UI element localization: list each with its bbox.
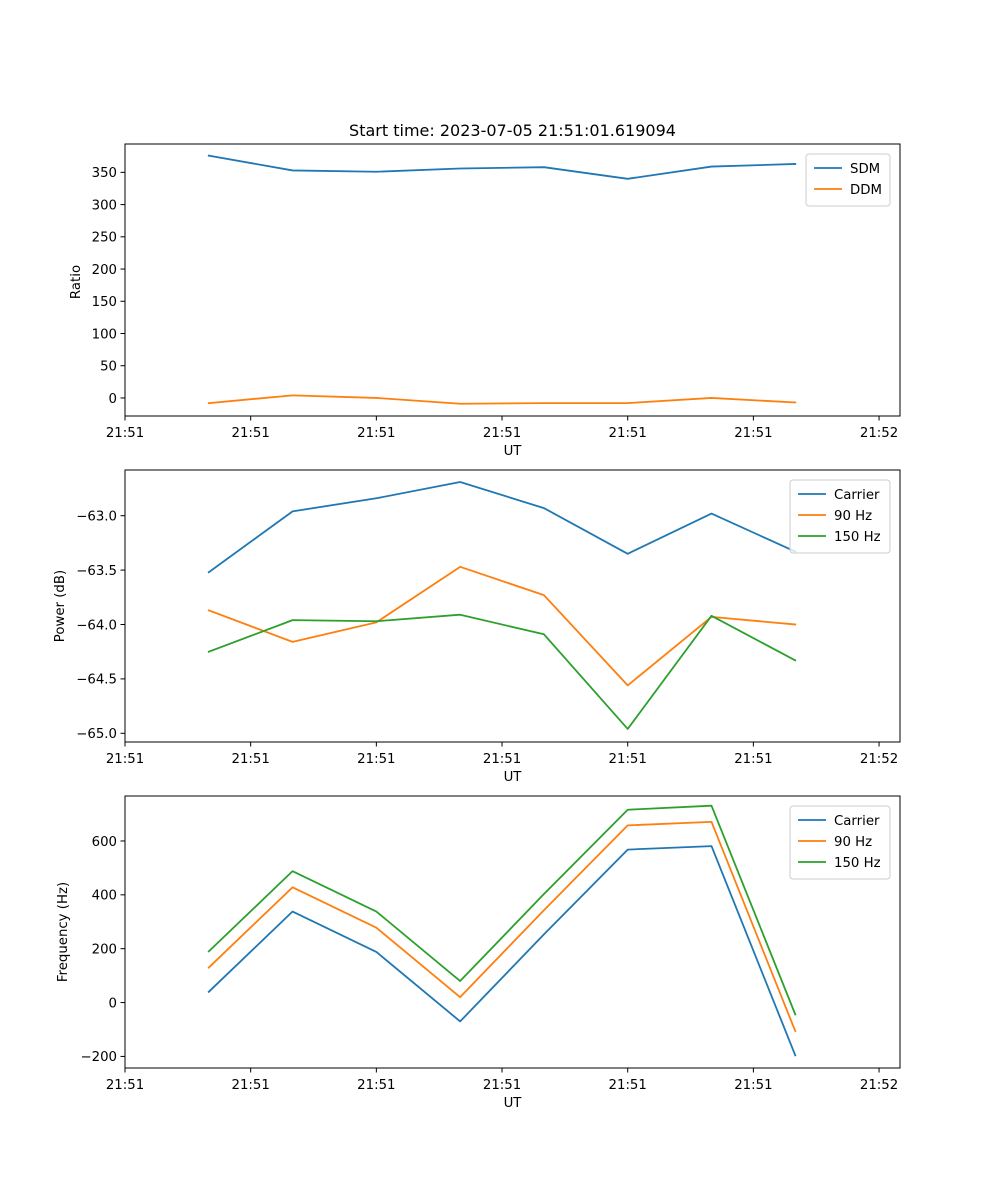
frequency-plot-ytick-label: 600 bbox=[92, 835, 117, 850]
ratio-plot-legend-label: DDM bbox=[850, 183, 882, 198]
frequency-plot-ytick-label: 400 bbox=[92, 889, 117, 904]
power-plot-legend: Carrier 90 Hz 150 Hz bbox=[789, 479, 891, 554]
power-plot-xtick-label: 21:51 bbox=[483, 752, 521, 767]
ratio-plot-ylabel: Ratio bbox=[69, 265, 84, 299]
frequency-plot-xtick-label: 21:51 bbox=[232, 1078, 270, 1093]
power-plot-group: 21:51 21:51 21:51 21:51 21:51 21:51 21:52 −65.… bbox=[53, 469, 901, 785]
ratio-plot-xtick-label: 21:52 bbox=[860, 426, 898, 441]
ratio-plot-frame bbox=[124, 143, 901, 417]
ratio-plot-xtick-label: 21:51 bbox=[483, 426, 521, 441]
power-plot-xlabel: UT bbox=[504, 770, 523, 785]
ratio-plot-legend: SDM DDM bbox=[805, 153, 891, 207]
frequency-plot-ytick-label: 200 bbox=[92, 942, 117, 957]
power-plot-frame bbox=[124, 469, 901, 743]
ratio-plot-series-sdm-line bbox=[207, 154, 797, 180]
power-plot-ytick-label: −64.0 bbox=[76, 618, 117, 633]
power-plot-legend-label: 90 Hz bbox=[834, 509, 872, 524]
ratio-plot-ytick-label: 200 bbox=[92, 263, 117, 278]
ratio-plot-series-ddm-line bbox=[207, 394, 797, 405]
frequency-plot-series-150-hz-line bbox=[207, 804, 797, 1016]
frequency-plot-xtick-label: 21:51 bbox=[357, 1078, 395, 1093]
ratio-plot-ytick-label: 300 bbox=[92, 198, 117, 213]
ratio-plot-ytick-label: 250 bbox=[92, 231, 117, 246]
power-plot-ytick-label: −63.0 bbox=[76, 509, 117, 524]
power-plot-series-carrier-line bbox=[207, 481, 797, 574]
frequency-plot-xtick-label: 21:51 bbox=[106, 1078, 144, 1093]
frequency-plot-legend-label: 90 Hz bbox=[834, 835, 872, 850]
frequency-plot-legend-label: Carrier bbox=[834, 814, 880, 829]
frequency-plot-xtick-label: 21:52 bbox=[860, 1078, 898, 1093]
ratio-plot-xtick-label: 21:51 bbox=[357, 426, 395, 441]
ratio-plot-legend-box bbox=[805, 153, 891, 207]
ratio-plot-ytick-label: 0 bbox=[109, 392, 117, 407]
power-plot-xtick-label: 21:51 bbox=[106, 752, 144, 767]
power-plot-xtick-label: 21:51 bbox=[357, 752, 395, 767]
power-plot-lines bbox=[207, 481, 797, 730]
ratio-plot-xtick-label: 21:51 bbox=[232, 426, 270, 441]
ratio-plot-ytick-label: 100 bbox=[92, 327, 117, 342]
ratio-plot-yticks: 0 50 100 150 200 250 300 350 bbox=[92, 166, 125, 407]
frequency-plot-xlabel: UT bbox=[504, 1096, 523, 1111]
ratio-plot-xtick-label: 21:51 bbox=[609, 426, 647, 441]
power-plot-legend-label: 150 Hz bbox=[834, 530, 881, 545]
ratio-plot-legend-label: SDM bbox=[850, 162, 880, 177]
frequency-plot-legend-box bbox=[789, 805, 891, 880]
power-plot-xtick-label: 21:51 bbox=[609, 752, 647, 767]
power-plot-xtick-label: 21:51 bbox=[734, 752, 772, 767]
ratio-plot-xtick-label: 21:51 bbox=[734, 426, 772, 441]
power-plot-series-90-hz-line bbox=[207, 565, 797, 687]
ratio-plot-ytick-label: 150 bbox=[92, 295, 117, 310]
frequency-plot-xtick-label: 21:51 bbox=[609, 1078, 647, 1093]
power-plot-yticks: −65.0 −64.5 −64.0 −63.5 −63.0 bbox=[76, 509, 125, 742]
frequency-plot-group: 21:51 21:51 21:51 21:51 21:51 21:51 21:52 −200… bbox=[56, 795, 901, 1111]
power-plot-xtick-label: 21:52 bbox=[860, 752, 898, 767]
frequency-plot-xtick-label: 21:51 bbox=[483, 1078, 521, 1093]
power-plot-xticks: 21:51 21:51 21:51 21:51 21:51 21:51 21:52 bbox=[106, 742, 898, 767]
frequency-plot-yticks: −200 0 200 400 600 bbox=[80, 835, 125, 1065]
power-plot-ytick-label: −64.5 bbox=[76, 673, 117, 688]
power-plot-ylabel: Power (dB) bbox=[53, 570, 68, 642]
power-plot-ytick-label: −63.5 bbox=[76, 564, 117, 579]
power-plot: 21:51 21:51 21:51 21:51 21:51 21:51 21:52 0 50 1… bbox=[69, 143, 901, 459]
chart-title: Start time: 2023-07-05 21:51:01.619094 bbox=[349, 121, 676, 140]
power-plot-series-150-hz-line bbox=[207, 613, 797, 730]
frequency-plot-series-carrier-line bbox=[207, 845, 797, 1057]
ratio-plot-xtick-label: 21:51 bbox=[106, 426, 144, 441]
frequency-plot-series-90-hz-line bbox=[207, 820, 797, 1033]
ratio-plot-lines bbox=[207, 154, 797, 405]
frequency-plot-frame bbox=[124, 795, 901, 1069]
ratio-plot-ytick-label: 350 bbox=[92, 166, 117, 181]
frequency-plot-xticks: 21:51 21:51 21:51 21:51 21:51 21:51 21:52 bbox=[106, 1068, 898, 1093]
ratio-plot-ytick-label: 50 bbox=[100, 360, 117, 375]
power-plot-legend-label: Carrier bbox=[834, 488, 880, 503]
frequency-plot-ylabel: Frequency (Hz) bbox=[56, 882, 71, 982]
frequency-plot-legend: Carrier 90 Hz 150 Hz bbox=[789, 805, 891, 880]
frequency-plot-lines bbox=[207, 804, 797, 1057]
ratio-plot-xlabel: UT bbox=[504, 444, 523, 459]
power-plot-legend-box bbox=[789, 479, 891, 554]
frequency-plot-xtick-label: 21:51 bbox=[734, 1078, 772, 1093]
frequency-plot-ytick-label: 0 bbox=[109, 996, 117, 1011]
frequency-plot-legend-label: 150 Hz bbox=[834, 856, 881, 871]
power-plot-xtick-label: 21:51 bbox=[232, 752, 270, 767]
ratio-plot-xticks: 21:51 21:51 21:51 21:51 21:51 21:51 21:52 bbox=[106, 416, 898, 441]
power-plot-ytick-label: −65.0 bbox=[76, 727, 117, 742]
frequency-plot-ytick-label: −200 bbox=[80, 1050, 117, 1065]
